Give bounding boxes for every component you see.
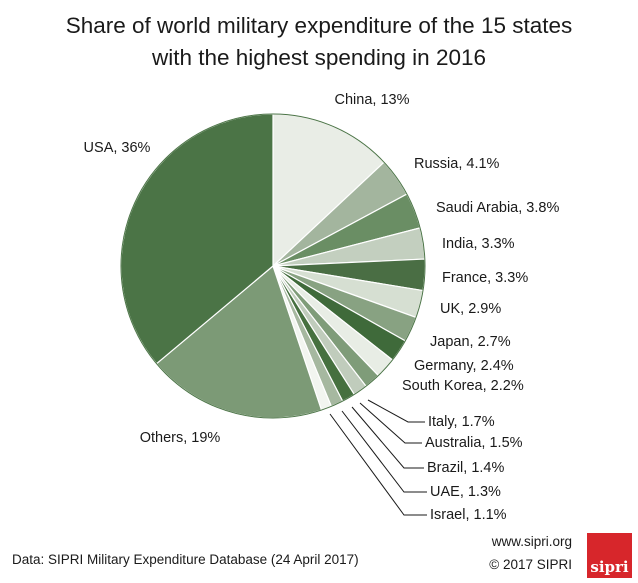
data-source-note: Data: SIPRI Military Expenditure Databas…: [12, 552, 359, 567]
slice-label-germany: Germany, 2.4%: [414, 358, 514, 374]
leader-line-uae: [341, 410, 427, 493]
slice-label-france: France, 3.3%: [442, 270, 528, 286]
chart-title: Share of world military expenditure of t…: [0, 10, 638, 74]
chart-title-line-1: Share of world military expenditure of t…: [65, 13, 573, 38]
slice-label-uk: UK, 2.9%: [440, 301, 501, 317]
slice-label-india: India, 3.3%: [442, 236, 515, 252]
slice-label-china: China, 13%: [335, 92, 410, 108]
chart-title-line-2: with the highest spending in 2016: [152, 45, 486, 70]
slice-label-russia: Russia, 4.1%: [414, 156, 500, 172]
slice-label-uae: UAE, 1.3%: [430, 484, 501, 500]
slice-label-italy: Italy, 1.7%: [428, 414, 495, 430]
slice-label-australia: Australia, 1.5%: [425, 435, 523, 451]
slice-label-japan: Japan, 2.7%: [430, 334, 511, 350]
copyright-text: © 2017 SIPRI: [489, 557, 572, 572]
sipri-logo-text: sipri: [590, 558, 629, 576]
slice-label-israel: Israel, 1.1%: [430, 507, 507, 523]
leader-line-australia: [359, 402, 422, 444]
slice-label-others: Others, 19%: [140, 430, 221, 446]
sipri-logo: sipri: [587, 533, 632, 578]
slice-label-saudi-arabia: Saudi Arabia, 3.8%: [436, 200, 559, 216]
slice-label-brazil: Brazil, 1.4%: [427, 460, 504, 476]
slice-label-usa: USA, 36%: [84, 140, 151, 156]
slice-label-south-korea: South Korea, 2.2%: [402, 378, 524, 394]
pie-outline: [120, 113, 426, 419]
website-link[interactable]: www.sipri.org: [491, 534, 572, 549]
leader-line-italy: [367, 399, 425, 423]
leader-line-brazil: [351, 406, 424, 469]
leader-line-israel: [329, 413, 427, 516]
